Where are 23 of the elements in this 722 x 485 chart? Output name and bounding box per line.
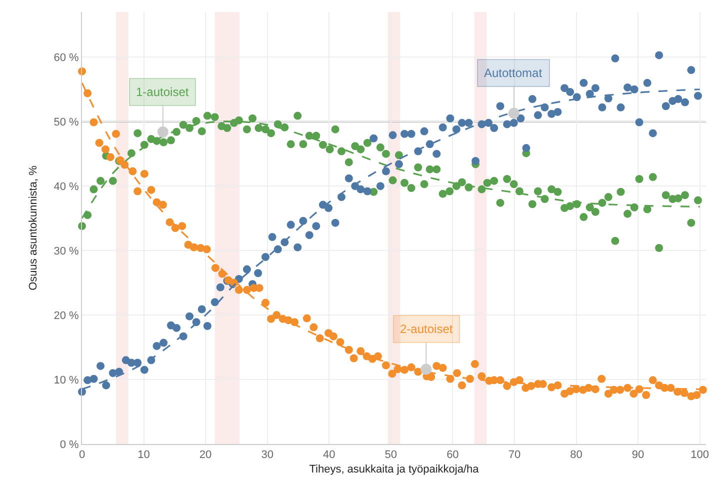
x-tick-label: 70 — [508, 449, 521, 462]
x-tick-label: 10 — [138, 449, 150, 462]
annotation: 1-autoiset — [136, 85, 190, 99]
x-tick-label: 60 — [446, 449, 459, 462]
annotation: 2-autoiset — [400, 322, 454, 336]
x-tick-label: 0 — [78, 449, 86, 462]
y-tick-label: 40 % — [54, 180, 80, 193]
x-tick-label: 40 — [323, 449, 336, 462]
y-tick-label: 10 % — [54, 374, 80, 386]
x-tick-label: 80 — [570, 449, 582, 462]
x-tick-label: 90 — [632, 449, 644, 462]
y-tick-label: 0 % — [60, 438, 80, 451]
annotation: Autottomat — [484, 66, 543, 80]
y-tick-label: 50 % — [54, 116, 80, 128]
x-tick-label: 100 — [690, 449, 709, 462]
y-axis-title: Osuus asuntokunnista, % — [27, 165, 40, 290]
x-tick-label: 20 — [199, 449, 212, 462]
y-tick-label: 60 % — [54, 52, 80, 64]
x-axis-title: Tiheys, asukkaita ja työpaikkoja/ha — [309, 463, 480, 476]
y-tick-label: 20 % — [54, 310, 80, 322]
x-tick-label: 50 — [384, 449, 398, 462]
y-tick-label: 30 % — [54, 245, 80, 258]
x-tick-label: 30 — [261, 449, 274, 462]
